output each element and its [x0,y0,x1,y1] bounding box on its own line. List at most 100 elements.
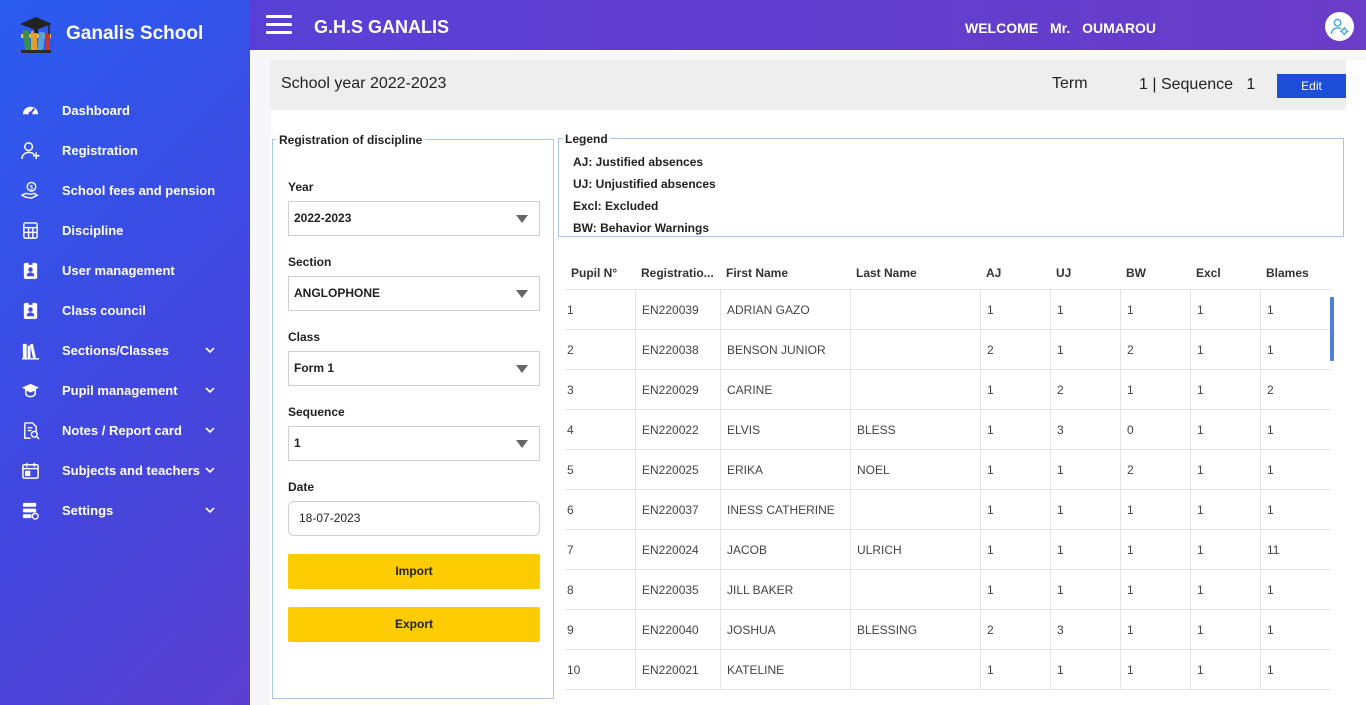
table-row[interactable]: 5 EN220025 ERIKA NOEL 1 1 2 1 1 [565,450,1331,490]
last-name-cell [850,490,980,530]
table-row[interactable]: 8 EN220035 JILL BAKER 1 1 1 1 1 [565,570,1331,610]
aj-cell: 1 [980,570,1050,610]
pupil-number-cell: 7 [567,543,574,557]
brand-name: Ganalis School [66,23,204,44]
table-header: Pupil N° Registratio... First Name Last … [565,255,1331,290]
uj-cell: 1 [1050,490,1120,530]
column-header[interactable]: Pupil N° [571,266,618,280]
table-row[interactable]: 2 EN220038 BENSON JUNIOR 2 1 2 1 1 [565,330,1331,370]
import-button[interactable]: Import [288,554,540,589]
school-logo-icon [18,14,54,54]
brand[interactable]: Ganalis School [18,14,203,54]
year-select[interactable]: 2022-2023 [288,201,540,236]
legend-item: BW: Behavior Warnings [573,221,710,235]
excl-cell: 1 [1190,330,1260,370]
registration-cell: EN220040 [635,610,720,650]
column-header[interactable]: BW [1126,266,1146,280]
sidebar-item-class-council[interactable]: Class council [0,290,250,330]
dropdown-arrow-icon [516,290,528,298]
legend-item: UJ: Unjustified absences [573,177,716,191]
column-header[interactable]: AJ [986,266,1002,280]
table-row[interactable]: 7 EN220024 JACOB ULRICH 1 1 1 1 11 [565,530,1331,570]
legend-box: Legend AJ: Justified absences UJ: Unjust… [558,132,1344,237]
dropdown-arrow-icon [516,365,528,373]
sidebar-item-notes-report-card[interactable]: Notes / Report card [0,410,250,450]
column-header[interactable]: Last Name [856,266,917,280]
registration-cell: EN220021 [635,650,720,690]
first-name-cell: CARINE [720,370,850,410]
last-name-cell: ULRICH [850,530,980,570]
chevron-down-icon [205,467,215,474]
sidebar-item-label: Class council [62,302,146,318]
registration-cell: EN220022 [635,410,720,450]
uj-cell: 2 [1050,370,1120,410]
hamburger-menu-icon[interactable] [266,15,292,35]
table-row[interactable]: 3 EN220029 CARINE 1 2 1 1 2 [565,370,1331,410]
sidebar-item-sections-classes[interactable]: Sections/Classes [0,330,250,370]
aj-cell: 1 [980,410,1050,450]
class-select[interactable]: Form 1 [288,351,540,386]
column-header[interactable]: Registratio... [641,266,714,280]
user-plus-icon [20,140,40,160]
section-select[interactable]: ANGLOPHONE [288,276,540,311]
sidebar-item-label: Registration [62,142,138,158]
legend-item: Excl: Excluded [573,199,659,213]
sidebar-item-label: Subjects and teachers [62,462,200,478]
date-input[interactable]: 18-07-2023 [288,501,540,536]
excl-cell: 1 [1190,530,1260,570]
user-settings-avatar[interactable] [1325,12,1354,41]
sidebar-item-registration[interactable]: Registration [0,130,250,170]
table-row[interactable]: 10 EN220021 KATELINE 1 1 1 1 1 [565,650,1331,690]
aj-cell: 1 [980,530,1050,570]
sidebar-item-settings[interactable]: Settings [0,490,250,530]
bw-cell: 2 [1120,330,1190,370]
sidebar-item-subjects-teachers[interactable]: Subjects and teachers [0,450,250,490]
aj-cell: 1 [980,290,1050,330]
column-header[interactable]: First Name [726,266,789,280]
aj-cell: 1 [980,650,1050,690]
uj-cell: 1 [1050,530,1120,570]
sidebar-item-label: Dashboard [62,102,130,118]
sequence-select-value: 1 [294,436,301,450]
table-row[interactable]: 6 EN220037 INESS CATHERINE 1 1 1 1 1 [565,490,1331,530]
registration-discipline-form: Registration of discipline Year 2022-202… [272,133,554,699]
column-header[interactable]: UJ [1056,266,1072,280]
registration-cell: EN220037 [635,490,720,530]
class-select-value: Form 1 [294,361,335,375]
graduation-cap-icon [20,380,40,400]
table-row[interactable]: 4 EN220022 ELVIS BLESS 1 3 0 1 1 [565,410,1331,450]
sidebar-item-label: Discipline [62,222,124,238]
sidebar-item-school-fees[interactable]: $ School fees and pension [0,170,250,210]
first-name-cell: ERIKA [720,450,850,490]
class-label: Class [288,330,321,344]
sidebar-item-dashboard[interactable]: Dashboard [0,90,250,130]
bw-cell: 1 [1120,490,1190,530]
edit-button[interactable]: Edit [1277,74,1346,98]
excl-cell: 1 [1190,610,1260,650]
registration-cell: EN220038 [635,330,720,370]
sidebar-item-label: Pupil management [62,382,178,398]
column-header[interactable]: Blames [1266,266,1309,280]
sidebar-item-discipline[interactable]: Discipline [0,210,250,250]
uj-cell: 3 [1050,410,1120,450]
blames-cell: 1 [1260,570,1330,610]
aj-cell: 2 [980,330,1050,370]
pupil-number-cell: 9 [567,623,574,637]
welcome-text: WELCOME Mr. OUMAROU [965,20,1164,36]
table-scrollbar[interactable] [1330,297,1334,361]
export-button[interactable]: Export [288,607,540,642]
bw-cell: 1 [1120,650,1190,690]
blames-cell: 1 [1260,330,1330,370]
column-header[interactable]: Excl [1196,266,1221,280]
blames-cell: 1 [1260,650,1330,690]
sequence-select[interactable]: 1 [288,426,540,461]
pupil-number-cell: 1 [567,303,574,317]
first-name-cell: JOSHUA [720,610,850,650]
sidebar-item-pupil-management[interactable]: Pupil management [0,370,250,410]
school-year-title: School year 2022-2023 [281,75,447,92]
table-row[interactable]: 9 EN220040 JOSHUA BLESSING 2 3 1 1 1 [565,610,1331,650]
sidebar-item-user-management[interactable]: User management [0,250,250,290]
calculator-icon [20,220,40,240]
discipline-table: Pupil N° Registratio... First Name Last … [565,255,1331,695]
table-row[interactable]: 1 EN220039 ADRIAN GAZO 1 1 1 1 1 [565,290,1331,330]
